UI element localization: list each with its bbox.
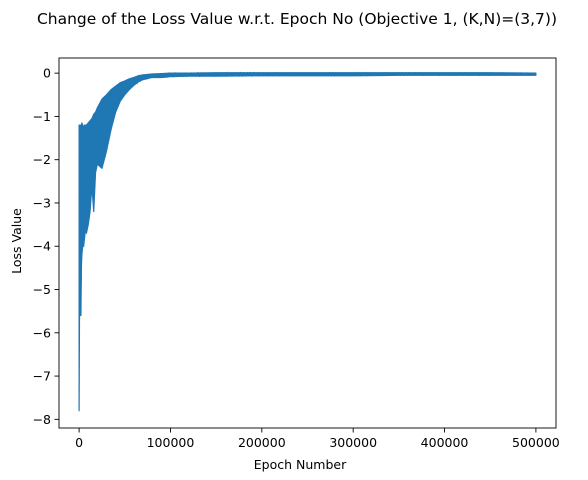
y-tick-label: −3 (33, 195, 51, 210)
y-tick-label: −1 (33, 109, 51, 124)
series-0-line (78, 71, 536, 317)
x-tick-label: 0 (75, 435, 83, 450)
chart-title: Change of the Loss Value w.r.t. Epoch No… (37, 10, 557, 28)
x-tick-label: 100000 (147, 435, 195, 450)
plot-frame (58, 57, 557, 429)
axes-layer: 0 100000 200000 300000 400000 500000 0 −1 −2 −3 −4… (33, 57, 560, 450)
y-tick-label: −4 (33, 239, 51, 254)
y-tick-label: −6 (33, 325, 51, 340)
plot-area (59, 58, 556, 428)
x-tick-label: 400000 (421, 435, 469, 450)
x-tick-label: 300000 (329, 435, 377, 450)
y-tick-label: −7 (33, 369, 51, 384)
y-tick-label: −8 (33, 412, 51, 427)
y-tick-label: −5 (33, 282, 51, 297)
y-tick-label: 0 (43, 66, 51, 81)
x-tick-label: 200000 (238, 435, 286, 450)
y-axis-label: Loss Value (9, 208, 24, 274)
series-layer (78, 71, 537, 412)
series-0-envelope (78, 72, 537, 412)
x-axis-label: Epoch Number (254, 457, 347, 472)
y-tick-label: −2 (33, 152, 51, 167)
plot-background (59, 58, 556, 428)
x-tick-label: 500000 (512, 435, 560, 450)
